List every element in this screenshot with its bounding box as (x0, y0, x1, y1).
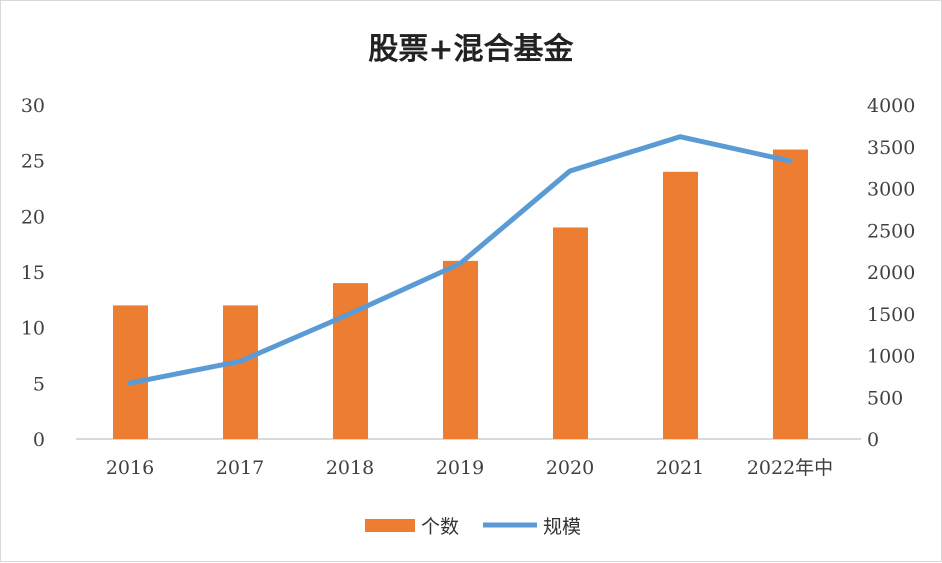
left-tick-label: 0 (33, 429, 45, 451)
x-axis-ticks: 2016 2017 2018 2019 2020 2021 2022年中 (106, 457, 833, 479)
bar (663, 172, 698, 439)
right-tick-label: 4000 (867, 95, 915, 117)
legend-label-scale: 规模 (543, 516, 581, 538)
legend: 个数 规模 (365, 516, 581, 538)
left-tick-label: 15 (21, 262, 45, 284)
bar (223, 305, 258, 439)
left-tick-label: 20 (21, 206, 45, 228)
right-tick-label: 1500 (867, 304, 915, 326)
x-tick-label: 2017 (216, 457, 264, 479)
left-tick-label: 10 (21, 318, 45, 340)
legend-swatch-bar (365, 519, 415, 532)
bar (113, 305, 148, 439)
x-tick-label: 2022年中 (747, 457, 833, 479)
x-tick-label: 2019 (436, 457, 484, 479)
chart-title: 股票+混合基金 (368, 32, 574, 67)
x-tick-label: 2016 (106, 457, 154, 479)
bar-series (113, 150, 808, 439)
left-axis: 0 5 10 15 20 25 30 (21, 95, 45, 451)
right-tick-label: 2000 (867, 262, 915, 284)
x-tick-label: 2018 (326, 457, 374, 479)
right-tick-label: 3000 (867, 179, 915, 201)
left-tick-label: 5 (33, 373, 45, 395)
left-tick-label: 30 (21, 95, 45, 117)
right-tick-label: 500 (867, 387, 903, 409)
bar (443, 261, 478, 439)
bar (773, 150, 808, 439)
right-tick-label: 0 (867, 429, 879, 451)
x-tick-label: 2021 (656, 457, 704, 479)
right-tick-label: 2500 (867, 220, 915, 242)
right-axis: 0 500 1000 1500 2000 2500 3000 3500 4000 (867, 95, 915, 451)
legend-label-count: 个数 (421, 516, 459, 538)
left-tick-label: 25 (21, 151, 45, 173)
right-tick-label: 1000 (867, 346, 915, 368)
bar (553, 227, 588, 439)
right-tick-label: 3500 (867, 137, 915, 159)
x-tick-label: 2020 (546, 457, 594, 479)
